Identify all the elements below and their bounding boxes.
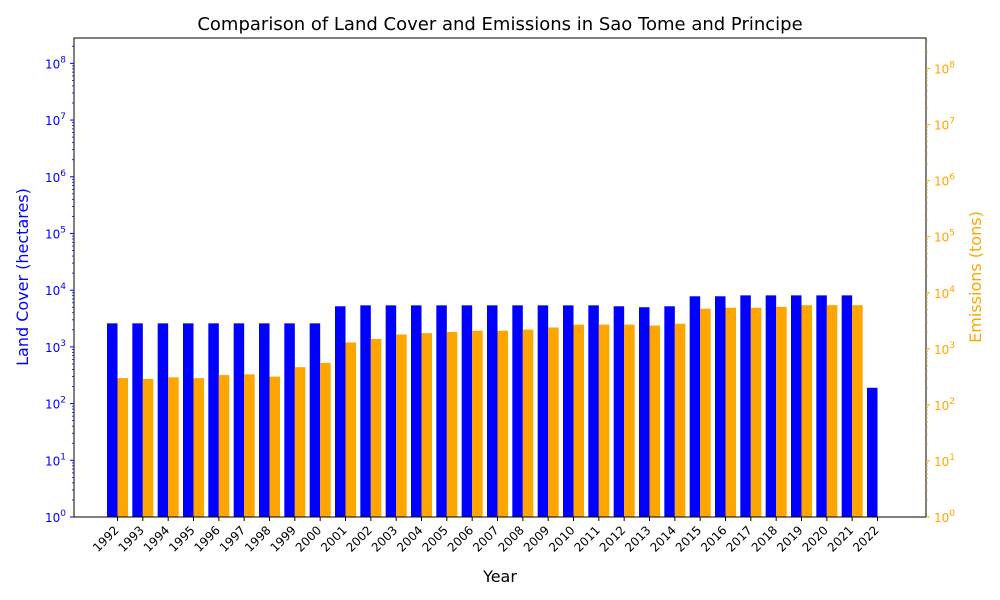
land-cover-bar-2005 bbox=[436, 305, 447, 517]
land-cover-bar-2006 bbox=[461, 305, 473, 517]
emissions-bar-2017 bbox=[750, 307, 762, 517]
right-tick-label: 101 bbox=[934, 453, 955, 469]
emissions-bar-2005 bbox=[446, 331, 458, 517]
emissions-bar-1994 bbox=[168, 377, 179, 517]
emissions-bar-2014 bbox=[674, 323, 686, 517]
land-cover-bar-2002 bbox=[360, 305, 371, 517]
emissions-bar-2001 bbox=[345, 342, 356, 517]
emissions-bar-1992 bbox=[117, 378, 128, 517]
emissions-bar-2012 bbox=[624, 324, 635, 517]
land-cover-bar-2011 bbox=[588, 305, 599, 517]
emissions-bar-1993 bbox=[142, 378, 154, 517]
emissions-bar-1996 bbox=[218, 375, 230, 517]
right-tick-label: 104 bbox=[934, 285, 955, 301]
land-cover-bar-1997 bbox=[233, 323, 245, 517]
left-tick-label: 101 bbox=[45, 452, 66, 468]
land-cover-bar-2013 bbox=[639, 307, 650, 517]
left-tick-label: 104 bbox=[45, 282, 66, 298]
right-tick-label: 106 bbox=[934, 173, 955, 189]
emissions-bar-1995 bbox=[193, 378, 204, 517]
bars-layer bbox=[107, 295, 878, 517]
right-tick-label: 100 bbox=[934, 509, 955, 525]
land-cover-bar-1992 bbox=[107, 323, 118, 517]
right-tick-label: 108 bbox=[934, 61, 955, 77]
left-tick-label: 107 bbox=[45, 112, 66, 128]
emissions-bar-2007 bbox=[497, 330, 508, 517]
land-cover-bar-2022 bbox=[867, 387, 878, 517]
right-tick-label: 107 bbox=[934, 117, 955, 133]
emissions-bar-1997 bbox=[244, 374, 255, 517]
land-cover-bar-2004 bbox=[411, 305, 422, 517]
emissions-bar-1998 bbox=[269, 376, 280, 517]
land-cover-bar-2018 bbox=[765, 295, 777, 517]
land-cover-bar-2019 bbox=[791, 295, 802, 517]
land-cover-bar-2007 bbox=[487, 305, 498, 517]
emissions-bar-2002 bbox=[370, 338, 382, 517]
right-tick-label: 105 bbox=[934, 229, 955, 245]
land-cover-bar-2015 bbox=[689, 296, 701, 517]
land-cover-bar-2009 bbox=[537, 305, 549, 517]
left-tick-label: 103 bbox=[45, 339, 66, 355]
emissions-bar-2013 bbox=[649, 325, 660, 517]
left-tick-label: 102 bbox=[45, 396, 66, 412]
emissions-bar-2008 bbox=[522, 329, 534, 517]
land-cover-bar-1993 bbox=[132, 323, 143, 517]
land-cover-bar-1994 bbox=[157, 323, 169, 517]
land-cover-bar-2017 bbox=[740, 295, 751, 517]
chart-title: Comparison of Land Cover and Emissions i… bbox=[197, 14, 802, 35]
emissions-bar-1999 bbox=[294, 367, 306, 517]
right-axis: 100 101 102 103 104 105 106 107 108 bbox=[925, 38, 955, 525]
emissions-bar-2020 bbox=[826, 305, 838, 517]
right-tick-label: 102 bbox=[934, 397, 955, 413]
emissions-bar-2000 bbox=[320, 362, 331, 517]
emissions-bar-2004 bbox=[421, 333, 432, 517]
land-cover-bar-2012 bbox=[613, 306, 625, 517]
emissions-bar-2009 bbox=[548, 327, 559, 517]
left-tick-label: 105 bbox=[45, 225, 66, 241]
land-cover-bar-1995 bbox=[183, 323, 194, 517]
left-tick-label: 108 bbox=[45, 55, 66, 71]
emissions-bar-2011 bbox=[598, 324, 610, 517]
left-tick-label: 100 bbox=[45, 509, 66, 525]
emissions-bar-2021 bbox=[852, 305, 863, 517]
emissions-bar-2003 bbox=[396, 334, 407, 517]
land-cover-bar-2020 bbox=[816, 295, 827, 517]
emissions-bar-2016 bbox=[725, 307, 736, 517]
emissions-bar-2010 bbox=[573, 324, 584, 517]
emissions-bar-2019 bbox=[801, 305, 812, 517]
x-axis-label: Year bbox=[482, 567, 517, 586]
land-cover-bar-2021 bbox=[841, 295, 853, 517]
emissions-bar-2006 bbox=[472, 330, 483, 517]
emissions-bar-2015 bbox=[700, 308, 711, 517]
land-cover-bar-1996 bbox=[208, 323, 219, 517]
emissions-bar-2018 bbox=[776, 306, 787, 517]
land-cover-bar-2016 bbox=[715, 296, 726, 517]
right-axis-label: Emissions (tons) bbox=[966, 211, 985, 343]
land-cover-bar-2001 bbox=[335, 306, 346, 517]
left-tick-label: 106 bbox=[45, 169, 66, 185]
left-axis-label: Land Cover (hectares) bbox=[13, 188, 32, 366]
land-cover-bar-1998 bbox=[259, 323, 270, 517]
right-tick-label: 103 bbox=[934, 341, 955, 357]
land-cover-bar-2010 bbox=[563, 305, 574, 517]
land-cover-bar-2003 bbox=[385, 305, 397, 517]
land-cover-bar-2008 bbox=[512, 305, 523, 517]
land-cover-bar-2000 bbox=[309, 323, 321, 517]
left-axis: 100 101 102 103 104 105 106 107 108 bbox=[45, 38, 75, 525]
land-cover-bar-1999 bbox=[284, 323, 295, 517]
land-cover-bar-2014 bbox=[664, 306, 675, 517]
